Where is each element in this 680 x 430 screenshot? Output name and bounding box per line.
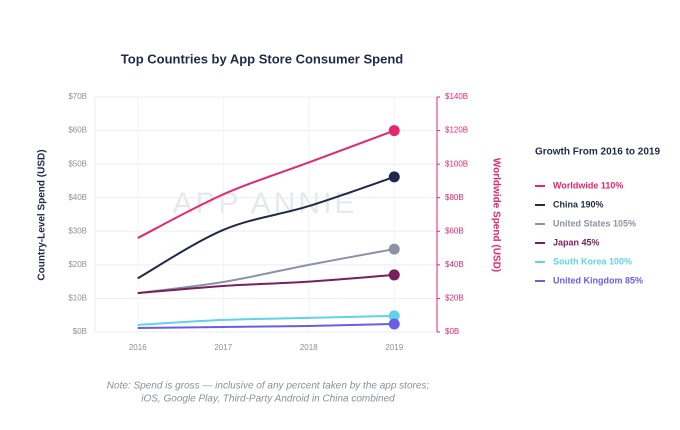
legend-label: Japan 45% — [553, 237, 600, 247]
legend-label: United States 105% — [553, 218, 636, 228]
legend-label: South Korea 100% — [553, 256, 632, 266]
end-marker — [388, 171, 400, 183]
legend-label: China 190% — [553, 199, 604, 209]
x-tick-label: 2017 — [214, 343, 232, 352]
y2-tick-label: $40B — [445, 260, 464, 269]
y-tick-label: $60B — [68, 126, 87, 135]
y2-tick-label: $0B — [445, 327, 459, 336]
y2-axis-label: Worldwide Spend (USD) — [490, 158, 501, 272]
chart-title: Top Countries by App Store Consumer Spen… — [121, 51, 403, 66]
y-axis-label: Country-Level Spend (USD) — [37, 149, 48, 280]
x-tick-label: 2018 — [300, 343, 318, 352]
legend-label: United Kingdom 85% — [553, 275, 643, 285]
y-tick-label: $20B — [68, 260, 87, 269]
series-line — [137, 248, 395, 295]
y2-tick-label: $140B — [445, 92, 468, 101]
y2-tick-label: $20B — [445, 294, 464, 303]
y2-tick-label: $60B — [445, 226, 464, 235]
series-line — [137, 273, 395, 295]
y2-tick-label: $120B — [445, 126, 468, 135]
y-tick-label: $70B — [68, 92, 87, 101]
series-line — [137, 175, 395, 280]
series-line — [137, 314, 395, 326]
series-line — [137, 322, 395, 329]
note: iOS, Google Play, Third-Party Android in… — [141, 394, 395, 405]
end-marker — [388, 243, 400, 255]
end-marker — [388, 269, 400, 281]
legend-label: Worldwide 110% — [553, 180, 623, 190]
y-tick-label: $40B — [68, 193, 87, 202]
y-tick-label: $50B — [68, 159, 87, 168]
note: Note: Spend is gross — inclusive of any … — [107, 381, 430, 392]
x-tick-label: 2016 — [129, 343, 147, 352]
end-marker — [388, 310, 400, 322]
y2-tick-label: $80B — [445, 193, 464, 202]
watermark: APP ANNIE — [173, 187, 358, 220]
legend-title: Growth From 2016 to 2019 — [535, 147, 660, 158]
y-tick-label: $10B — [68, 294, 87, 303]
y-tick-label: $30B — [68, 226, 87, 235]
series-line — [137, 129, 395, 239]
x-tick-label: 2019 — [385, 343, 403, 352]
y-tick-label: $0B — [73, 327, 87, 336]
end-marker — [388, 125, 400, 137]
end-marker — [388, 318, 400, 330]
y2-tick-label: $100B — [445, 159, 468, 168]
